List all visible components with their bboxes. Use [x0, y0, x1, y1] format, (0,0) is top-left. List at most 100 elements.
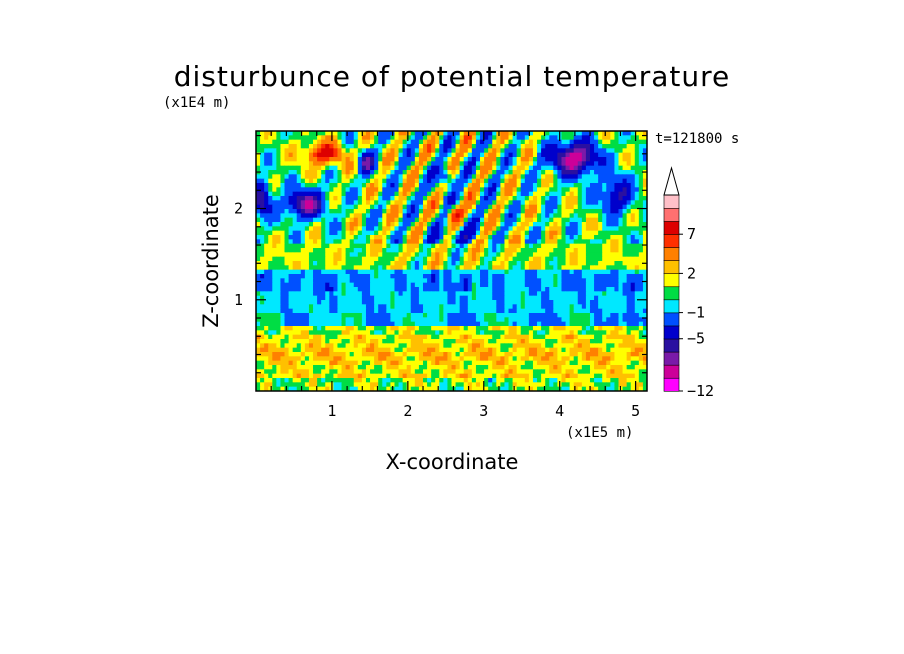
heatmap-cell — [504, 239, 510, 245]
heatmap-cell — [532, 287, 538, 292]
heatmap-cell — [537, 339, 542, 344]
heatmap-cell — [414, 330, 420, 336]
heatmap-cell — [349, 148, 355, 154]
heatmap-cell — [353, 174, 359, 180]
heatmap-cell — [467, 248, 473, 253]
heatmap-cell — [431, 152, 436, 158]
heatmap-cell — [614, 161, 619, 167]
heatmap-cell — [394, 300, 400, 305]
heatmap-cell — [455, 165, 461, 171]
heatmap-cell — [492, 200, 497, 206]
heatmap-cell — [304, 330, 310, 336]
heatmap-cell — [337, 222, 343, 227]
heatmap-cell — [349, 321, 355, 327]
heatmap-cell — [256, 135, 261, 141]
heatmap-cell — [353, 239, 359, 245]
heatmap-cell — [634, 261, 640, 266]
heatmap-cell — [374, 139, 379, 145]
heatmap-cell — [337, 256, 343, 262]
heatmap-cell — [569, 265, 575, 271]
heatmap-cell — [361, 144, 367, 149]
heatmap-cell — [333, 256, 338, 262]
heatmap-cell — [602, 243, 607, 249]
heatmap-cell — [492, 170, 497, 175]
heatmap-cell — [349, 200, 355, 206]
heatmap-cell — [573, 226, 579, 232]
heatmap-cell — [268, 326, 273, 331]
heatmap-cell — [512, 152, 518, 158]
heatmap-cell — [308, 256, 314, 262]
heatmap-cell — [288, 200, 294, 206]
heatmap-cell — [431, 235, 436, 240]
heatmap-cell — [447, 282, 452, 288]
heatmap-cell — [451, 334, 457, 340]
heatmap-cell — [427, 170, 432, 175]
heatmap-cell — [606, 174, 611, 180]
heatmap-cell — [585, 226, 591, 232]
heatmap-cell — [545, 269, 550, 275]
heatmap-cell — [614, 274, 619, 279]
heatmap-cell — [398, 135, 404, 141]
heatmap-cell — [349, 313, 355, 318]
heatmap-cell — [361, 243, 367, 249]
heatmap-cell — [589, 326, 595, 331]
heatmap-cell — [402, 248, 408, 253]
heatmap-cell — [516, 144, 522, 149]
heatmap-cell — [422, 165, 428, 171]
heatmap-cell — [463, 243, 469, 249]
heatmap-cell — [520, 317, 526, 323]
heatmap-cell — [549, 204, 554, 210]
heatmap-cell — [398, 191, 404, 197]
heatmap-cell — [512, 261, 518, 266]
heatmap-cell — [365, 282, 371, 288]
heatmap-cell — [626, 304, 632, 310]
heatmap-cell — [471, 334, 477, 340]
heatmap-cell — [268, 261, 273, 266]
heatmap-cell — [618, 178, 624, 184]
heatmap-cell — [313, 161, 318, 167]
heatmap-cell — [553, 235, 558, 240]
heatmap-cell — [512, 235, 518, 240]
heatmap-cell — [630, 235, 636, 240]
heatmap-cell — [260, 269, 265, 275]
heatmap-cell — [414, 191, 420, 197]
heatmap-cell — [602, 265, 607, 271]
heatmap-cell — [333, 170, 338, 175]
heatmap-cell — [317, 235, 322, 240]
heatmap-cell — [496, 204, 501, 210]
heatmap-cell — [492, 213, 497, 219]
heatmap-cell — [447, 135, 452, 141]
heatmap-cell — [451, 144, 457, 149]
heatmap-cell — [569, 252, 575, 258]
heatmap-cell — [626, 308, 632, 314]
heatmap-cell — [361, 157, 367, 162]
heatmap-cell — [614, 187, 619, 193]
heatmap-cell — [427, 165, 432, 171]
heatmap-cell — [264, 183, 269, 188]
heatmap-cell — [569, 269, 575, 275]
heatmap-cell — [618, 135, 624, 141]
heatmap-cell — [435, 326, 440, 331]
heatmap-cell — [573, 282, 579, 288]
heatmap-cell — [296, 265, 302, 271]
heatmap-cell — [549, 343, 554, 349]
heatmap-cell — [361, 235, 367, 240]
heatmap-cell — [496, 330, 501, 336]
heatmap-cell — [329, 313, 334, 318]
heatmap-cell — [492, 165, 497, 171]
heatmap-cell — [541, 191, 546, 197]
heatmap-cell — [390, 217, 395, 223]
heatmap-cell — [427, 196, 432, 201]
heatmap-cell — [471, 200, 477, 206]
heatmap-cell — [553, 330, 558, 336]
heatmap-cell — [386, 352, 391, 357]
heatmap-cell — [394, 295, 400, 301]
heatmap-cell — [610, 252, 615, 258]
heatmap-cell — [353, 347, 359, 353]
heatmap-cell — [577, 235, 583, 240]
heatmap-cell — [256, 217, 261, 223]
heatmap-cell — [606, 308, 611, 314]
heatmap-cell — [398, 196, 404, 201]
heatmap-cell — [598, 178, 603, 184]
heatmap-cell — [500, 183, 505, 188]
